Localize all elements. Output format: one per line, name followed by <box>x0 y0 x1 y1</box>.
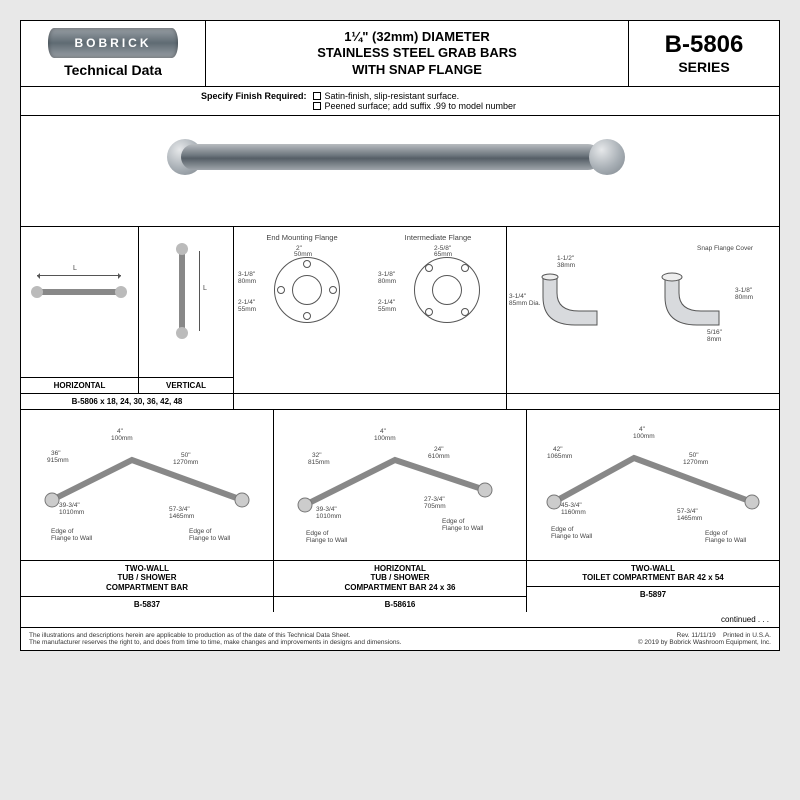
datasheet: BOBRICK Technical Data 1¼" (32mm) DIAMET… <box>20 20 780 651</box>
series-label: SERIES <box>678 59 729 75</box>
checkbox-icon[interactable] <box>313 92 321 100</box>
finish-option-2: Peened surface; add suffix .99 to model … <box>325 101 516 111</box>
product-photo <box>21 116 779 226</box>
vertical-label: VERTICAL <box>139 377 233 393</box>
int-flange-title: Intermediate Flange <box>370 233 506 242</box>
series-code: B-5806 <box>665 31 744 59</box>
two-wall-toilet-title: TWO-WALL TOILET COMPARTMENT BAR 42 x 54 <box>527 560 779 586</box>
header-brand-col: BOBRICK Technical Data <box>21 21 206 86</box>
header-title: 1¼" (32mm) DIAMETER STAINLESS STEEL GRAB… <box>206 21 629 86</box>
vertical-diagram: L <box>139 227 233 377</box>
model-b5837: B-5837 <box>21 596 273 612</box>
corner-bar-diagram: 4" 100mm 36" 915mm 50" 1270mm 39-3/4" 10… <box>21 410 273 560</box>
horizontal-tub-title: HORIZONTAL TUB / SHOWER COMPARTMENT BAR … <box>274 560 526 596</box>
int-flange-diagram <box>414 257 480 323</box>
models-list: B-5806 x 18, 24, 30, 36, 42, 48 <box>21 394 234 409</box>
flange-right <box>589 139 625 175</box>
corner-bar-diagram: 4" 100mm 32" 815mm 24" 610mm 39-3/4" 101… <box>274 410 526 560</box>
title-text: 1¼" (32mm) DIAMETER STAINLESS STEEL GRAB… <box>317 29 517 78</box>
disclaimer: The illustrations and descriptions herei… <box>29 632 402 646</box>
brand-logo: BOBRICK <box>48 28 178 58</box>
revision: Rev. 11/11/19 <box>677 632 716 639</box>
two-wall-tub-title: TWO-WALL TUB / SHOWER COMPARTMENT BAR <box>21 560 273 596</box>
flange-diagrams: End Mounting Flange Intermediate Flange … <box>234 227 507 393</box>
mini-bar-icon <box>179 247 185 335</box>
printed-in: Printed in U.S.A. <box>723 632 771 639</box>
horizontal-diagram: L <box>21 227 138 377</box>
mini-bar-icon <box>35 289 123 295</box>
corner-bar-diagram: 4" 100mm 42" 1065mm 50" 1270mm 45-3/4" 1… <box>527 410 779 560</box>
footer: The illustrations and descriptions herei… <box>21 627 779 650</box>
diagram-row-2: 4" 100mm 36" 915mm 50" 1270mm 39-3/4" 10… <box>21 409 779 612</box>
model-b58616: B-58616 <box>274 596 526 612</box>
snap-flange-label: Snap Flange Cover <box>697 245 753 252</box>
header-series: B-5806 SERIES <box>629 21 779 86</box>
specify-options: Satin-finish, slip-resistant surface. Pe… <box>313 91 516 111</box>
two-wall-tub-col: 4" 100mm 36" 915mm 50" 1270mm 39-3/4" 10… <box>21 410 274 612</box>
horizontal-tub-col: 4" 100mm 32" 815mm 24" 610mm 39-3/4" 101… <box>274 410 527 612</box>
dim-L: L <box>73 265 77 272</box>
model-b5897: B-5897 <box>527 586 779 602</box>
copyright: © 2019 by Bobrick Washroom Equipment, In… <box>638 639 771 646</box>
vertical-col: L VERTICAL <box>139 227 234 393</box>
grab-bar <box>181 144 601 170</box>
finish-option-1: Satin-finish, slip-resistant surface. <box>325 91 460 101</box>
diagram-row-1: L HORIZONTAL L VERTICAL End Mounting Fla… <box>21 226 779 393</box>
header: BOBRICK Technical Data 1¼" (32mm) DIAMET… <box>21 21 779 87</box>
specify-label: Specify Finish Required: <box>201 91 307 111</box>
elbow-diagram-2 <box>657 267 727 337</box>
horizontal-col: L HORIZONTAL <box>21 227 139 393</box>
elbow-diagram-1 <box>535 267 605 337</box>
dim-L: L <box>203 285 207 292</box>
end-flange-title: End Mounting Flange <box>234 233 370 242</box>
continued-label: continued . . . <box>21 612 779 627</box>
horizontal-label: HORIZONTAL <box>21 377 138 393</box>
checkbox-icon[interactable] <box>313 102 321 110</box>
specify-finish-row: Specify Finish Required: Satin-finish, s… <box>21 87 779 116</box>
two-wall-toilet-col: 4" 100mm 42" 1065mm 50" 1270mm 45-3/4" 1… <box>527 410 779 612</box>
elbow-diagrams: 1-1/2" 38mm 3-1/4" 85mm Dia. Snap Flange… <box>507 227 779 393</box>
end-flange-diagram <box>274 257 340 323</box>
technical-data-label: Technical Data <box>64 62 162 78</box>
models-row: B-5806 x 18, 24, 30, 36, 42, 48 <box>21 393 779 409</box>
